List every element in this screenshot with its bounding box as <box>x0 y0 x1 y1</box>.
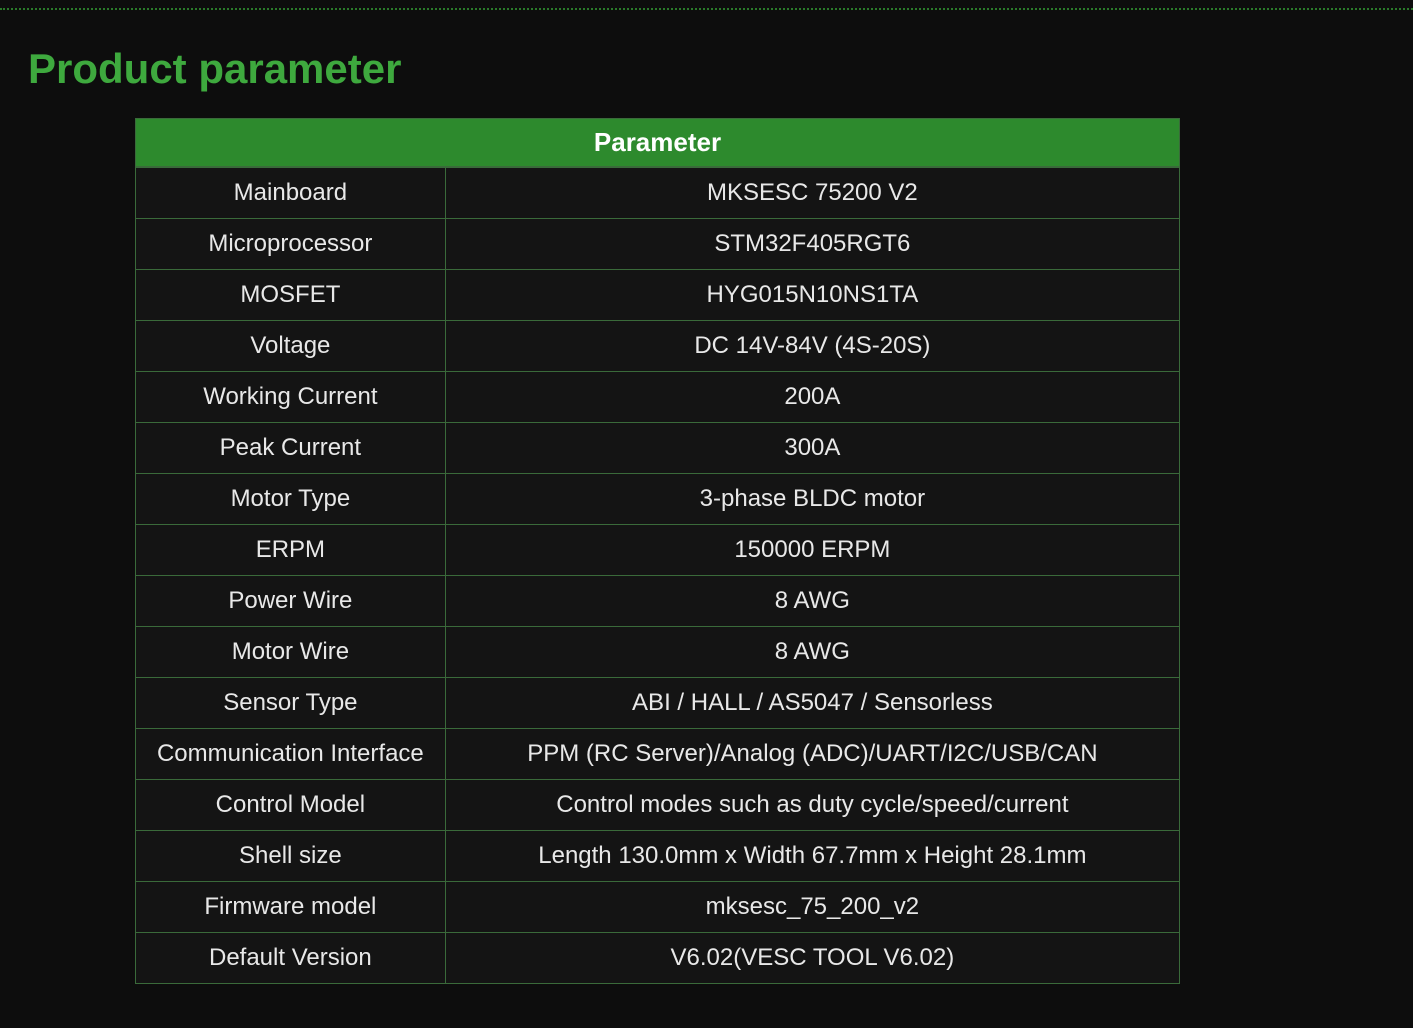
param-label: Shell size <box>136 831 446 882</box>
param-label: Default Version <box>136 933 446 984</box>
table-row: VoltageDC 14V-84V (4S-20S) <box>136 321 1180 372</box>
param-label: Control Model <box>136 780 446 831</box>
param-label: Working Current <box>136 372 446 423</box>
param-value: mksesc_75_200_v2 <box>445 882 1179 933</box>
param-value: MKSESC 75200 V2 <box>445 168 1179 219</box>
param-label: Firmware model <box>136 882 446 933</box>
table-row: MicroprocessorSTM32F405RGT6 <box>136 219 1180 270</box>
param-label: Voltage <box>136 321 446 372</box>
table-row: Working Current200A <box>136 372 1180 423</box>
param-value: Length 130.0mm x Width 67.7mm x Height 2… <box>445 831 1179 882</box>
param-value: PPM (RC Server)/Analog (ADC)/UART/I2C/US… <box>445 729 1179 780</box>
table-row: Default VersionV6.02(VESC TOOL V6.02) <box>136 933 1180 984</box>
param-value: Control modes such as duty cycle/speed/c… <box>445 780 1179 831</box>
table-row: Firmware modelmksesc_75_200_v2 <box>136 882 1180 933</box>
table-row: Power Wire8 AWG <box>136 576 1180 627</box>
param-value: 150000 ERPM <box>445 525 1179 576</box>
param-value: 200A <box>445 372 1179 423</box>
param-label: Power Wire <box>136 576 446 627</box>
table-row: MainboardMKSESC 75200 V2 <box>136 168 1180 219</box>
param-value: 300A <box>445 423 1179 474</box>
param-label: Communication Interface <box>136 729 446 780</box>
param-value: 8 AWG <box>445 627 1179 678</box>
section-heading: Product parameter <box>28 45 1413 93</box>
table-row: Motor Type3-phase BLDC motor <box>136 474 1180 525</box>
table-header: Parameter <box>135 118 1180 167</box>
param-label: Motor Type <box>136 474 446 525</box>
param-label: Motor Wire <box>136 627 446 678</box>
table-row: Peak Current300A <box>136 423 1180 474</box>
param-value: 3-phase BLDC motor <box>445 474 1179 525</box>
param-label: MOSFET <box>136 270 446 321</box>
param-value: V6.02(VESC TOOL V6.02) <box>445 933 1179 984</box>
param-label: Microprocessor <box>136 219 446 270</box>
dotted-divider <box>0 8 1413 10</box>
table-row: Control ModelControl modes such as duty … <box>136 780 1180 831</box>
table-row: ERPM150000 ERPM <box>136 525 1180 576</box>
param-value: ABI / HALL / AS5047 / Sensorless <box>445 678 1179 729</box>
param-label: ERPM <box>136 525 446 576</box>
table-row: MOSFETHYG015N10NS1TA <box>136 270 1180 321</box>
table-row: Shell sizeLength 130.0mm x Width 67.7mm … <box>136 831 1180 882</box>
param-label: Mainboard <box>136 168 446 219</box>
table-row: Sensor TypeABI / HALL / AS5047 / Sensorl… <box>136 678 1180 729</box>
param-value: STM32F405RGT6 <box>445 219 1179 270</box>
table-row: Communication InterfacePPM (RC Server)/A… <box>136 729 1180 780</box>
param-value: HYG015N10NS1TA <box>445 270 1179 321</box>
param-value: 8 AWG <box>445 576 1179 627</box>
param-label: Sensor Type <box>136 678 446 729</box>
parameter-table-container: Parameter MainboardMKSESC 75200 V2Microp… <box>135 118 1180 984</box>
param-label: Peak Current <box>136 423 446 474</box>
param-value: DC 14V-84V (4S-20S) <box>445 321 1179 372</box>
table-row: Motor Wire8 AWG <box>136 627 1180 678</box>
parameter-table: MainboardMKSESC 75200 V2MicroprocessorST… <box>135 167 1180 984</box>
